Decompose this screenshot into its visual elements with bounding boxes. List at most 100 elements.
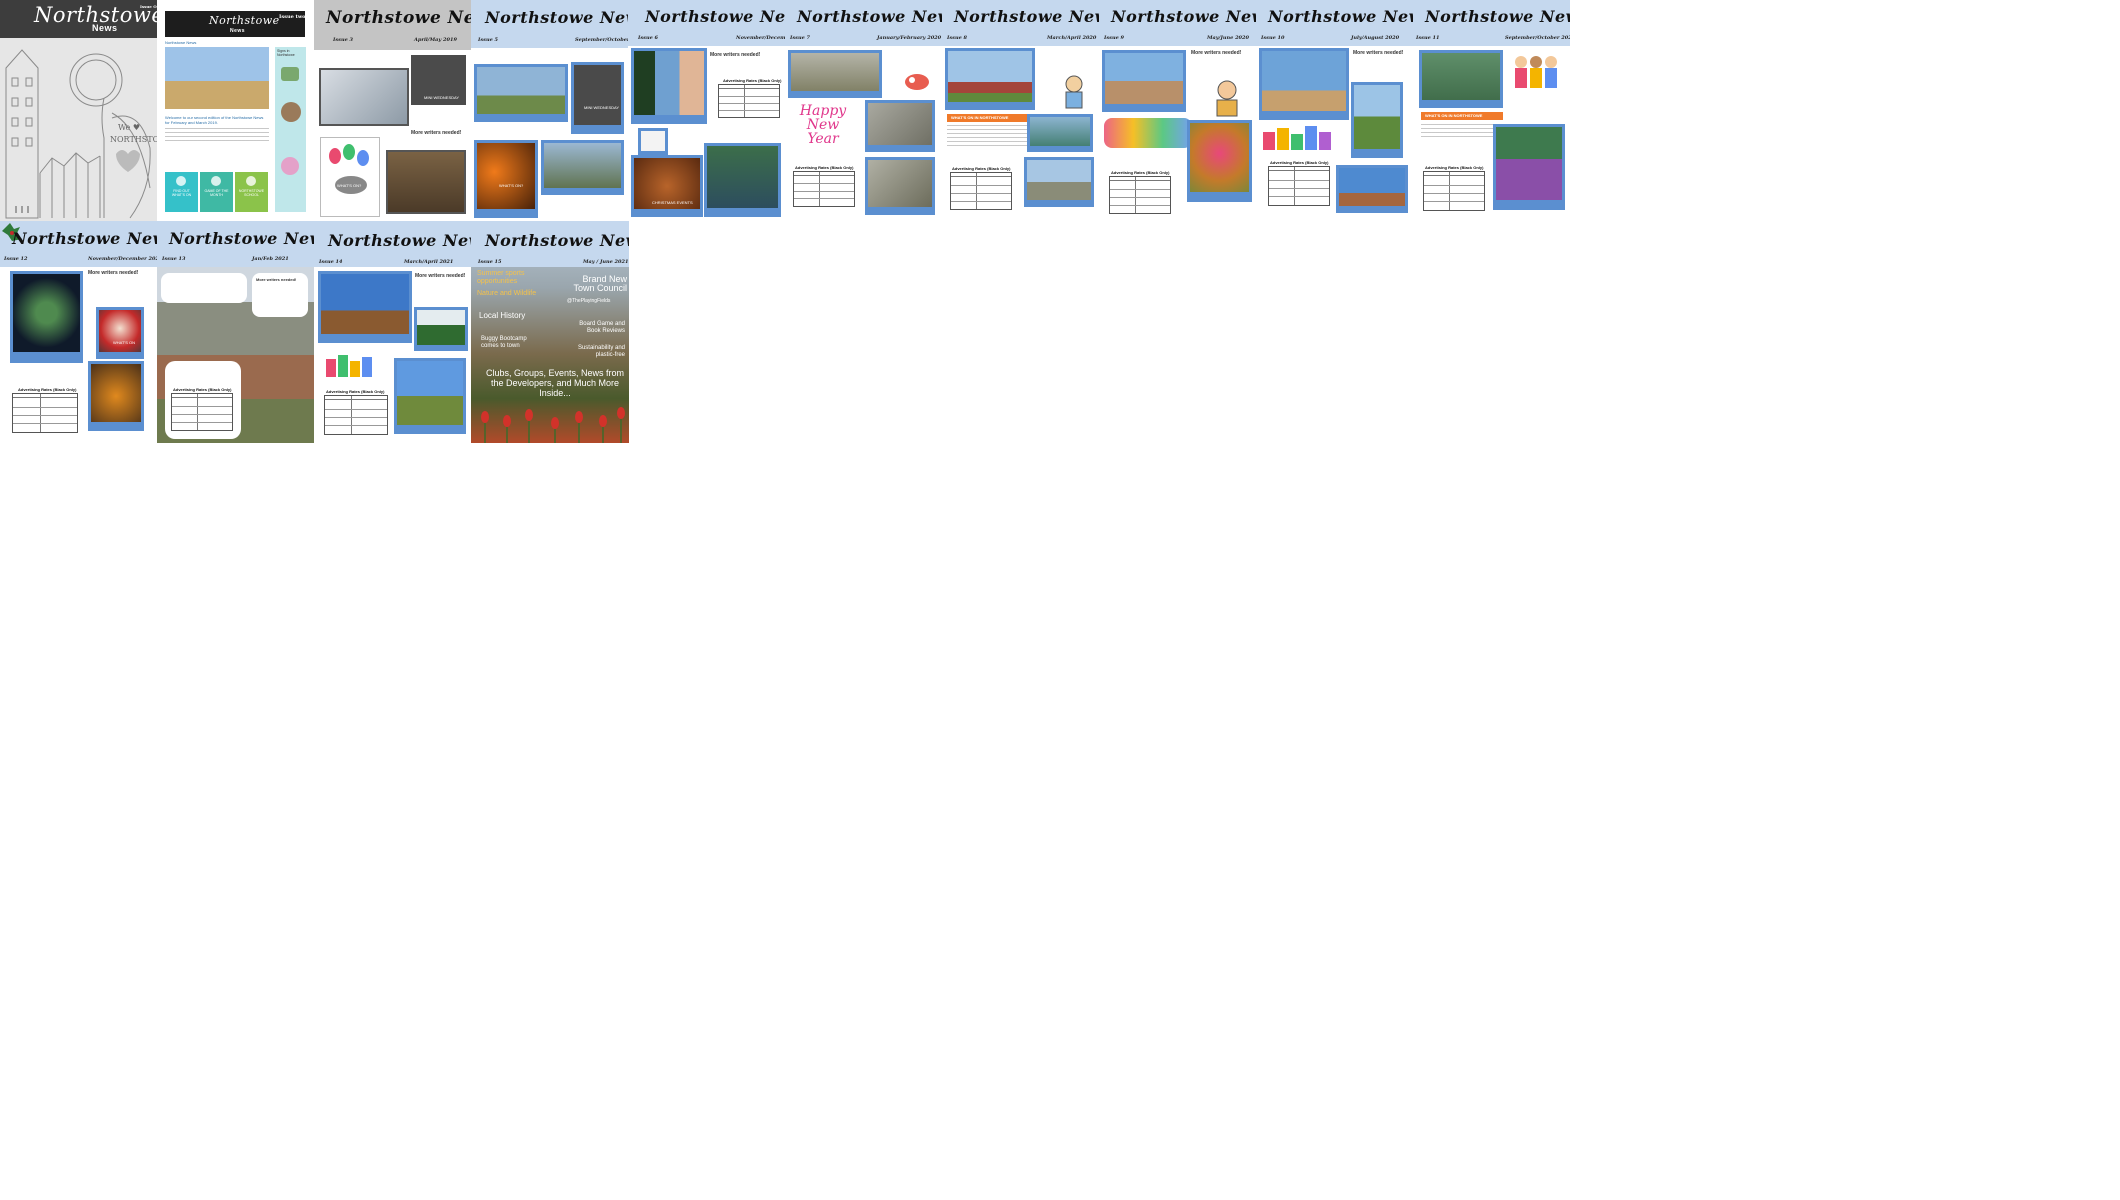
cover-issue-12[interactable]: Northstowe News Issue 12 November/Decemb… xyxy=(0,221,157,443)
headline-reviews: Board Game and Book Reviews xyxy=(579,321,625,334)
writers-needed: More writers needed! xyxy=(88,270,139,276)
writers-needed: More writers needed! xyxy=(1353,50,1404,56)
cover-issue-14[interactable]: Northstowe News Issue 14 March/April 202… xyxy=(314,221,471,443)
headline-sports: Summer sports opportunities xyxy=(477,270,525,285)
cover-issue-10[interactable]: Northstowe News Issue 10 July/August 202… xyxy=(1256,0,1413,221)
photo-pond xyxy=(1419,50,1503,108)
cover-header xyxy=(471,0,628,48)
photo-caption: MINI WEDNESDAY xyxy=(424,95,460,100)
ad-rates-table xyxy=(12,393,78,433)
wall-text: We ♥ NORTHSTOWE xyxy=(110,123,157,144)
cover-issue-8[interactable]: Northstowe News Issue 8 March/April 2020… xyxy=(942,0,1099,221)
issue-number: Issue 10 xyxy=(1261,35,1285,41)
ad-rates-table xyxy=(1423,171,1485,211)
photo-pumpkins: WHAT'S ON? xyxy=(474,140,538,218)
photo-site xyxy=(865,100,935,152)
cover-header xyxy=(157,221,314,267)
writers-bubble: More writers needed! xyxy=(252,273,308,317)
houses-illustration xyxy=(1263,126,1331,150)
cover-issue-9[interactable]: Northstowe News Issue 9 May/June 2020 Mo… xyxy=(1099,0,1256,221)
cover-header xyxy=(0,0,157,38)
photo-santa: WHAT'S ON xyxy=(96,307,144,359)
ad-rates-table xyxy=(950,172,1012,210)
cartoon-icon xyxy=(1065,75,1083,109)
photo-houses xyxy=(1102,50,1186,112)
cartoon-icon xyxy=(1216,80,1238,117)
sidebar-panel: Signs in Northstowe xyxy=(275,47,306,212)
issue-date: September/October xyxy=(575,37,628,43)
masthead: Northstowe News xyxy=(797,7,942,26)
headline-history: Local History xyxy=(479,311,526,320)
sidebar-heading: Signs in Northstowe xyxy=(277,49,295,57)
cover-issue-2[interactable]: Northstowe News Issue two Northstowe New… xyxy=(157,0,314,221)
cover-issue-3[interactable]: Northstowe News Issue 3 April/May 2019 M… xyxy=(314,0,471,221)
masthead: Northstowe News xyxy=(1268,7,1413,26)
photo-caption: MINI WEDNESDAY xyxy=(584,105,620,110)
photo-pumpkin xyxy=(88,361,144,431)
issue-date: May/June 2020 xyxy=(1207,35,1249,41)
colourful-banner xyxy=(1104,118,1192,148)
photo-rooftops xyxy=(1336,165,1408,213)
issue-number: Issue 12 xyxy=(4,256,28,262)
masthead: Northstowe xyxy=(209,14,280,27)
cover-header xyxy=(314,0,471,50)
headline-playing-fields: @ThePlayingFields xyxy=(567,298,611,304)
cover-header xyxy=(1413,0,1570,46)
writers-needed: More writers needed! xyxy=(1191,50,1242,56)
headline-bootcamp: Buggy Bootcamp comes to town xyxy=(481,336,527,349)
issue-number: Issue One xyxy=(140,4,157,9)
tile-game[interactable]: GAME OF THE MONTH xyxy=(200,172,233,212)
cover-issue-11[interactable]: Northstowe News Issue 11 September/Octob… xyxy=(1413,0,1570,221)
tile-whats-on[interactable]: FIND OUT WHAT'S ON xyxy=(165,172,198,212)
writers-needed: More writers needed! xyxy=(710,52,761,58)
issue-number: Issue 6 xyxy=(638,35,659,41)
cover-issue-13[interactable]: Northstowe News Issue 13 Jan/Feb 2021 Mo… xyxy=(157,221,314,443)
cover-issue-15[interactable]: Northstowe News Issue 15 May / June 2021… xyxy=(471,221,629,443)
ad-rates-title: Advertising Rates (Black Only) xyxy=(18,387,77,392)
issue-number: Issue 13 xyxy=(162,256,186,262)
ad-rates-table xyxy=(171,393,233,431)
ad-rates-title: Advertising Rates (Black Only) xyxy=(173,387,232,392)
ad-rates-title: Advertising Rates (Black Only) xyxy=(952,166,1011,171)
tulips-illustration xyxy=(481,407,625,443)
issue-date: March/April 2021 xyxy=(404,259,454,265)
sketch-illustration xyxy=(0,38,157,221)
tile-label: GAME OF THE MONTH xyxy=(204,189,229,197)
photo-lavender xyxy=(1493,124,1565,210)
issue-number: Issue 14 xyxy=(319,259,343,265)
cover-issue-6[interactable]: Northstowe News Issue 6 November/Decembe… xyxy=(628,0,785,221)
writers-needed: More writers needed! xyxy=(415,273,466,279)
headline-nature: Nature and Wildlife xyxy=(477,290,537,297)
whats-on-panel: WHAT'S ON? xyxy=(320,137,380,217)
photo-aerial xyxy=(788,50,882,98)
cover-header xyxy=(942,0,1099,46)
christmas-events-label: CHRISTMAS EVENTS xyxy=(652,200,693,205)
body-text xyxy=(947,125,1027,147)
photo-path xyxy=(1351,82,1403,158)
issue-date: November/December xyxy=(736,35,785,41)
cover-header xyxy=(1256,0,1413,46)
cover-issue-7[interactable]: Northstowe News Issue 7 January/February… xyxy=(785,0,942,221)
intro-text: Welcome to our second edition of the Nor… xyxy=(165,115,264,125)
photo-wednesday: MINI WEDNESDAY xyxy=(411,55,466,105)
cover-issue-1[interactable]: Northstowe News Issue One We ♥ NORTHSTOW… xyxy=(0,0,157,221)
issue-number: Issue two xyxy=(279,14,306,20)
masthead: Northstowe News xyxy=(645,7,785,26)
whats-on-label: WHAT'S ON? xyxy=(337,183,362,188)
tile-school[interactable]: NORTHSTOWE SCHOOL xyxy=(235,172,268,212)
photo-rainbow xyxy=(474,64,568,122)
info-bubble xyxy=(161,273,247,303)
writers-needed: More writers needed! xyxy=(411,130,462,136)
cover-issue-5[interactable]: Northstowe News Issue 5 September/Octobe… xyxy=(471,0,628,221)
ad-rates-title: Advertising Rates (Black Only) xyxy=(723,78,782,83)
masthead-sub: News xyxy=(230,28,246,34)
whats-on-label: WHAT'S ON IN NORTHSTOWE xyxy=(951,115,1009,120)
photo-field xyxy=(414,307,468,351)
writers-needed: More writers needed! xyxy=(256,277,297,282)
issue-date: April/May 2019 xyxy=(414,37,457,43)
cover-header xyxy=(314,221,471,267)
photo-houses xyxy=(945,48,1035,110)
masthead: Northstowe News xyxy=(1111,7,1256,26)
happy-new-year: Happy New Year xyxy=(799,103,847,147)
issue-date: November/December 2020 xyxy=(88,256,157,262)
